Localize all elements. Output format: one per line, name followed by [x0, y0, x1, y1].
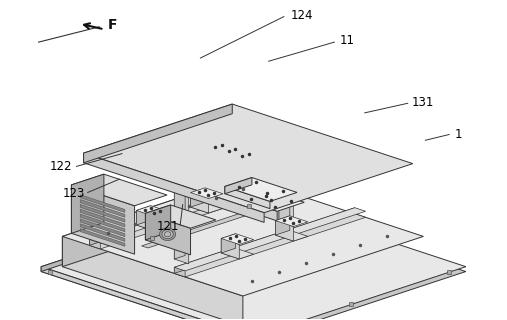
Text: 124: 124 — [291, 9, 313, 21]
Polygon shape — [41, 196, 254, 271]
Polygon shape — [191, 188, 223, 198]
Polygon shape — [84, 153, 264, 222]
Polygon shape — [71, 174, 167, 206]
Polygon shape — [146, 205, 171, 240]
Polygon shape — [237, 189, 304, 211]
Polygon shape — [62, 177, 243, 267]
Polygon shape — [221, 234, 254, 244]
Polygon shape — [225, 178, 252, 194]
Polygon shape — [164, 232, 171, 237]
Polygon shape — [146, 205, 216, 228]
Polygon shape — [279, 154, 290, 225]
Polygon shape — [62, 236, 243, 320]
Polygon shape — [89, 239, 100, 249]
Polygon shape — [162, 230, 173, 239]
Polygon shape — [221, 248, 254, 259]
Polygon shape — [71, 185, 134, 254]
Polygon shape — [84, 104, 232, 163]
Polygon shape — [275, 216, 290, 235]
Polygon shape — [89, 186, 281, 249]
Polygon shape — [80, 219, 125, 236]
Polygon shape — [160, 228, 175, 241]
Polygon shape — [174, 214, 366, 277]
Polygon shape — [41, 267, 254, 320]
Polygon shape — [279, 154, 304, 163]
Polygon shape — [174, 208, 355, 273]
Polygon shape — [191, 193, 208, 213]
Polygon shape — [62, 177, 423, 296]
Polygon shape — [203, 145, 248, 214]
Polygon shape — [80, 214, 125, 232]
Text: F: F — [108, 18, 118, 32]
Polygon shape — [84, 104, 413, 213]
Polygon shape — [174, 189, 185, 259]
Polygon shape — [275, 230, 308, 241]
Polygon shape — [203, 141, 261, 160]
Polygon shape — [80, 195, 125, 212]
Polygon shape — [89, 180, 281, 243]
Polygon shape — [41, 196, 466, 320]
Polygon shape — [237, 198, 277, 221]
Polygon shape — [80, 200, 125, 217]
Polygon shape — [275, 216, 308, 227]
Polygon shape — [191, 188, 205, 207]
Text: 131: 131 — [412, 96, 434, 109]
Text: 122: 122 — [50, 160, 73, 173]
Polygon shape — [141, 199, 291, 248]
Polygon shape — [174, 267, 185, 277]
Polygon shape — [80, 209, 125, 227]
Polygon shape — [203, 141, 216, 199]
Polygon shape — [71, 174, 104, 233]
Polygon shape — [237, 189, 265, 208]
Polygon shape — [136, 220, 169, 231]
Polygon shape — [225, 178, 297, 201]
Polygon shape — [89, 180, 270, 245]
Polygon shape — [80, 204, 125, 222]
Polygon shape — [275, 220, 294, 241]
Polygon shape — [41, 201, 466, 320]
Polygon shape — [80, 224, 125, 241]
Text: 121: 121 — [156, 220, 179, 233]
Polygon shape — [174, 192, 189, 264]
Polygon shape — [174, 208, 366, 271]
Polygon shape — [136, 206, 169, 216]
Polygon shape — [146, 213, 191, 255]
Polygon shape — [80, 228, 125, 246]
Polygon shape — [191, 202, 223, 213]
Polygon shape — [279, 158, 294, 229]
Text: 123: 123 — [63, 187, 85, 200]
Polygon shape — [136, 211, 155, 231]
Polygon shape — [174, 189, 200, 197]
Text: 1: 1 — [454, 128, 462, 141]
Polygon shape — [136, 206, 151, 225]
Text: 11: 11 — [340, 34, 354, 47]
Polygon shape — [221, 238, 239, 259]
Polygon shape — [221, 234, 236, 253]
Polygon shape — [225, 187, 270, 209]
